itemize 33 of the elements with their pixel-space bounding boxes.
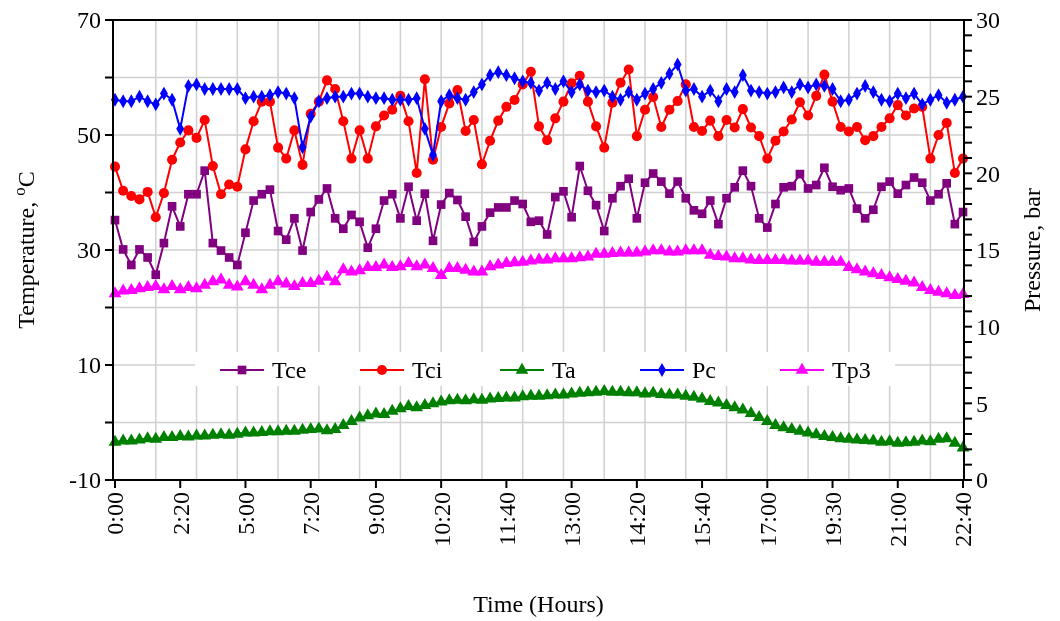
x-axis-title: Time (Hours) — [473, 591, 604, 617]
y2-tick-label: 5 — [976, 390, 988, 417]
legend-label: Tce — [272, 357, 307, 383]
x-tick-label: 17:00 — [754, 492, 781, 547]
legend-label: Tci — [412, 357, 443, 383]
legend-label: Ta — [552, 357, 576, 383]
y2-tick-label: 10 — [976, 314, 1000, 341]
x-tick-label: 7:20 — [298, 492, 325, 535]
x-tick-label: 0:00 — [102, 492, 129, 535]
y-tick-label: -10 — [69, 467, 101, 494]
y2-tick-label: 30 — [976, 7, 1000, 34]
x-tick-label: 21:00 — [885, 492, 912, 547]
x-tick-label: 11:40 — [493, 492, 520, 546]
x-tick-label: 2:20 — [167, 492, 194, 535]
y-tick-label: 30 — [77, 237, 101, 264]
y-tick-label: 70 — [77, 7, 101, 34]
legend-label: Pc — [692, 357, 716, 383]
y2-axis-title: Pressure, bar — [1019, 188, 1045, 312]
legend-label: Tp3 — [832, 357, 871, 383]
x-tick-label: 19:30 — [819, 492, 846, 547]
y2-tick-label: 0 — [976, 467, 988, 494]
x-tick-label: 9:00 — [363, 492, 390, 535]
x-tick-label: 10:20 — [428, 492, 455, 547]
x-tick-label: 22:40 — [950, 492, 977, 547]
y-tick-label: 10 — [77, 352, 101, 379]
x-tick-label: 14:20 — [624, 492, 651, 547]
y2-tick-label: 20 — [976, 160, 1000, 187]
y2-tick-label: 15 — [976, 237, 1000, 264]
x-tick-label: 13:00 — [559, 492, 586, 547]
x-tick-label: 15:40 — [689, 492, 716, 547]
x-tick-label: 5:00 — [232, 492, 259, 535]
y-tick-label: 50 — [77, 122, 101, 149]
y2-tick-label: 25 — [976, 84, 1000, 111]
